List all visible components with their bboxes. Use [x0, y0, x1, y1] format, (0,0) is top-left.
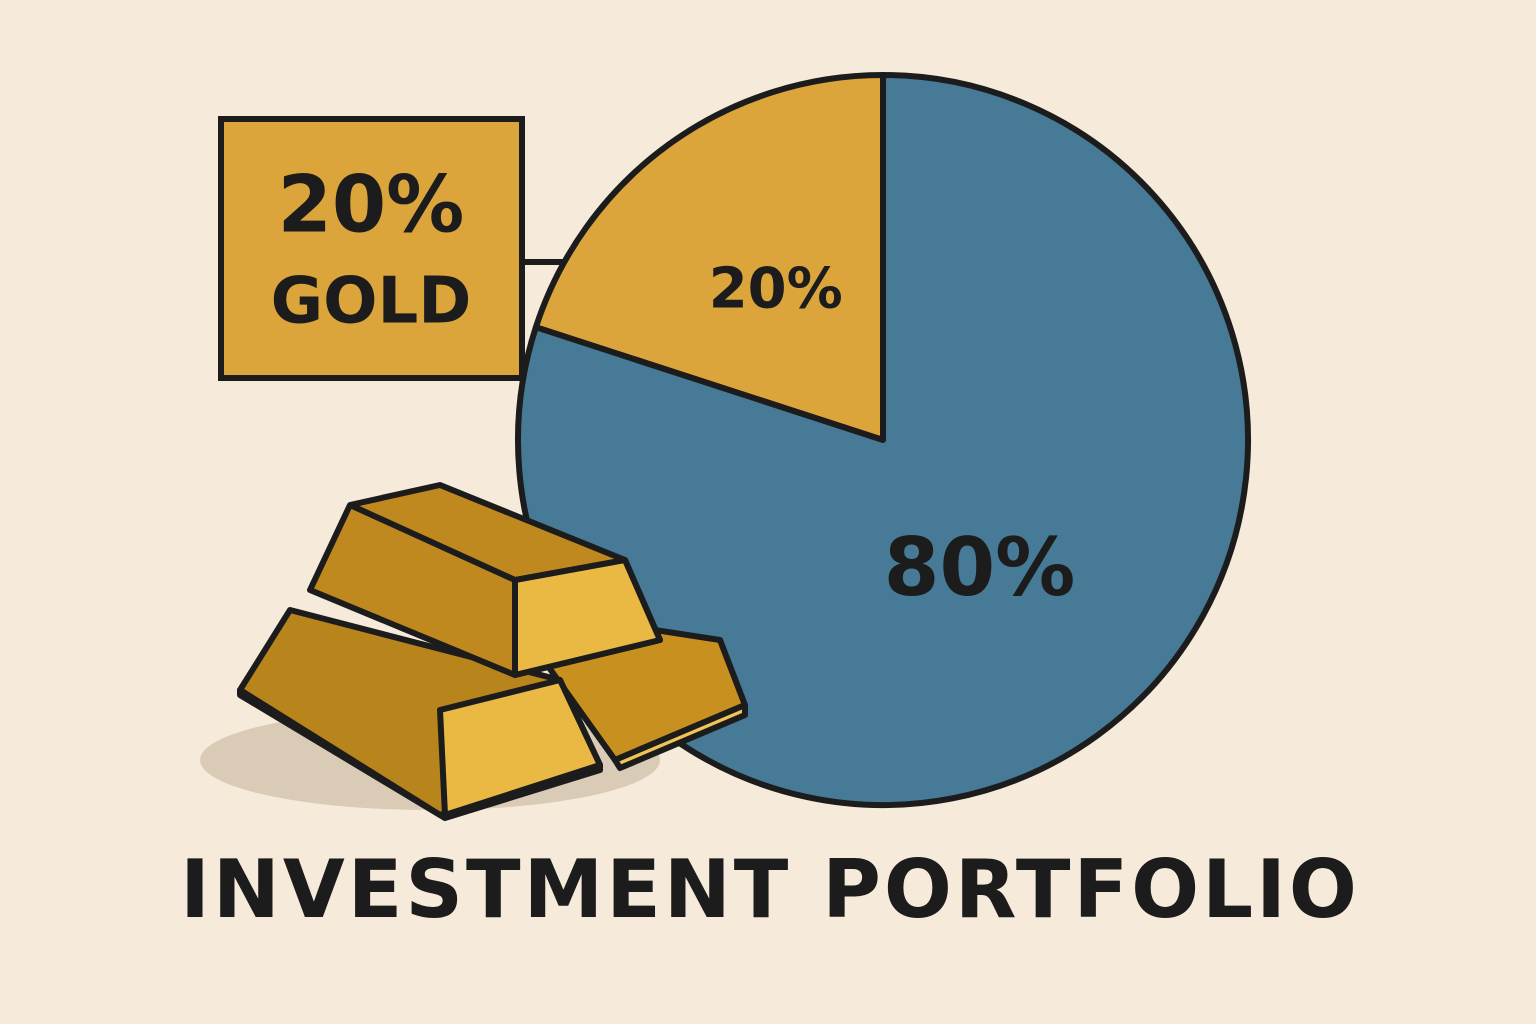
slice-label: 20%	[709, 256, 843, 321]
pie: 20% 80%	[515, 72, 1251, 808]
bar-front-side	[437, 677, 603, 818]
pie-slice	[532, 72, 886, 443]
callout-value: 20%	[278, 160, 465, 250]
bar-front-edge	[237, 687, 603, 821]
bar-back-right-face	[612, 702, 748, 771]
callout-box	[218, 116, 525, 381]
bar-edge	[348, 502, 517, 583]
callout-label: GOLD	[271, 265, 472, 339]
gold-bars	[200, 482, 748, 821]
bar-top-side	[512, 557, 663, 678]
slice-label: 80%	[884, 521, 1075, 614]
chart-title: INVESTMENT PORTFOLIO	[180, 843, 1360, 936]
callout: 20% GOLD	[218, 116, 525, 381]
